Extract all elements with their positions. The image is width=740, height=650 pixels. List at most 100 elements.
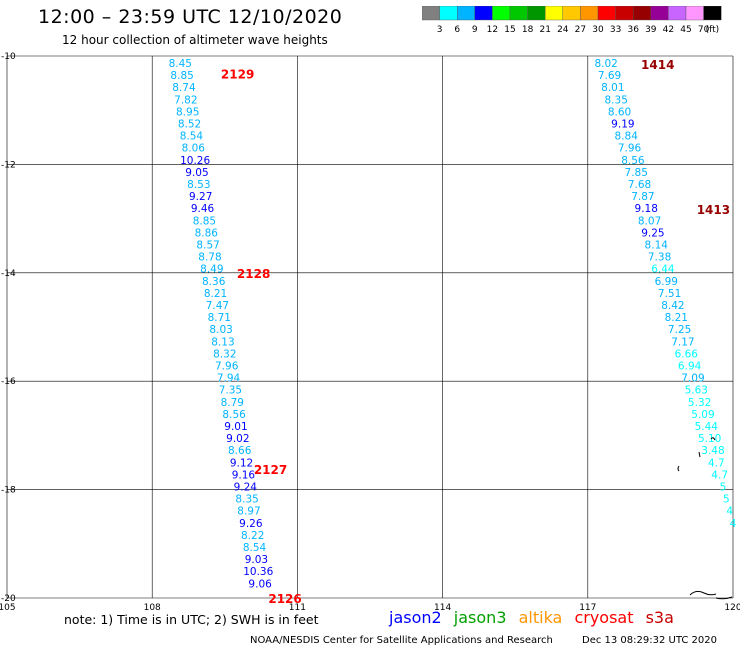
swh-value-label: 5: [723, 494, 730, 506]
swh-value-label: 8.21: [204, 288, 227, 300]
swh-value-label: 8.06: [182, 143, 206, 155]
swh-value-label: 9.27: [189, 191, 212, 203]
swh-value-label: 9.25: [641, 227, 664, 239]
swh-value-label: 8.85: [170, 70, 193, 82]
colorbar-tick-label: 15: [504, 25, 515, 35]
x-tick-label: 114: [434, 603, 451, 613]
swh-value-label: 7.96: [215, 361, 239, 373]
swh-value-label: 4: [730, 518, 737, 530]
swh-value-label: 9.03: [245, 554, 268, 566]
swh-value-label: 4.7: [708, 457, 725, 469]
swh-value-label: 6.44: [651, 264, 675, 276]
swh-value-label: 6.99: [655, 276, 678, 288]
time-label: 1413: [697, 203, 730, 217]
swh-value-label: 9.26: [239, 518, 263, 530]
swh-value-label: 8.35: [605, 94, 628, 106]
x-tick-label: 111: [289, 603, 306, 613]
swh-value-label: 5.09: [691, 409, 714, 421]
swh-value-label: 8.02: [594, 58, 617, 70]
swh-value-label: 8.13: [211, 336, 234, 348]
swh-value-label: 7.82: [174, 94, 197, 106]
swh-value-label: 8.56: [222, 409, 246, 421]
coastline: [677, 465, 680, 472]
coastline: [698, 451, 701, 458]
swh-value-label: 8.21: [665, 312, 688, 324]
colorbar-tick-label: 33: [610, 25, 621, 35]
y-tick-label: -14: [1, 269, 16, 279]
swh-value-label: 5.63: [685, 385, 708, 397]
swh-value-label: 6.94: [678, 361, 702, 373]
x-tick-label: 117: [579, 603, 596, 613]
swh-value-label: 5.44: [695, 421, 719, 433]
swh-value-label: 8.45: [169, 58, 192, 70]
swh-value-label: 5.32: [688, 397, 711, 409]
footer-note: note: 1) Time is in UTC; 2) SWH is in fe…: [64, 612, 319, 627]
swh-value-label: 8.14: [645, 240, 669, 252]
swh-value-label: 8.86: [195, 227, 219, 239]
swh-value-label: 10.36: [243, 566, 273, 578]
swh-value-label: 8.54: [180, 131, 204, 143]
x-tick-label: 108: [144, 603, 161, 613]
swh-value-label: 9.06: [248, 578, 272, 590]
swh-value-label: 3.48: [701, 445, 724, 457]
swh-value-label: 7.87: [631, 191, 654, 203]
swh-value-label: 8.53: [187, 179, 210, 191]
swh-value-label: 7.35: [219, 385, 242, 397]
swh-value-label: 9.16: [232, 469, 256, 481]
colorbar-tick-label: 27: [575, 25, 586, 35]
swh-value-label: 9.02: [226, 433, 249, 445]
swh-value-label: 8.52: [178, 119, 201, 131]
swh-value-label: 9.24: [234, 482, 258, 494]
x-tick-label: 105: [0, 603, 16, 613]
swh-value-label: 9.01: [224, 421, 247, 433]
time-label: 2126: [268, 592, 301, 606]
time-label: 2129: [221, 67, 254, 81]
colorbar-tick-label: 36: [627, 25, 639, 35]
swh-value-label: 7.96: [618, 143, 642, 155]
legend-s3a: s3a: [645, 608, 674, 627]
coastline: [689, 590, 733, 600]
x-tick-label: 120: [724, 603, 740, 613]
colorbar-tick-label: 70: [698, 25, 710, 35]
satellite-legend: jason2 jason3 altika cryosat s3a: [389, 608, 681, 627]
swh-value-label: 9.05: [185, 167, 208, 179]
swh-value-label: 8.22: [241, 530, 264, 542]
swh-value-label: 8.66: [228, 445, 252, 457]
colorbar-tick-label: 30: [592, 25, 604, 35]
swh-value-label: 8.42: [661, 300, 684, 312]
footer-timestamp: Dec 13 08:29:32 UTC 2020: [582, 635, 717, 646]
swh-value-label: 8.07: [638, 215, 661, 227]
swh-value-label: 7.51: [658, 288, 681, 300]
colorbar-unit: (ft): [706, 25, 720, 35]
colorbar-tick-label: 45: [680, 25, 691, 35]
time-label: 2128: [237, 267, 270, 281]
swh-value-label: 8.74: [172, 82, 196, 94]
swh-value-label: 9.19: [611, 119, 634, 131]
colorbar-tick-label: 21: [539, 25, 550, 35]
swh-value-label: 7.25: [668, 324, 691, 336]
swh-value-label: 8.49: [200, 264, 223, 276]
colorbar-tick-label: 6: [454, 25, 460, 35]
swh-value-label: 8.78: [198, 252, 221, 264]
swh-value-label: 4: [726, 506, 733, 518]
swh-value-label: 8.32: [213, 348, 236, 360]
chart-title: 12:00 – 23:59 UTC 12/10/2020: [38, 6, 343, 28]
swh-value-label: 8.03: [209, 324, 232, 336]
swh-value-label: 7.38: [648, 252, 671, 264]
swh-value-label: 8.79: [221, 397, 244, 409]
colorbar-tick-label: 12: [487, 25, 498, 35]
swh-value-label: 8.01: [601, 82, 624, 94]
swh-value-label: 8.97: [237, 506, 260, 518]
swh-value-label: 8.71: [208, 312, 231, 324]
swh-value-label: 8.57: [196, 240, 219, 252]
swh-value-label: 7.47: [206, 300, 229, 312]
swh-value-label: 8.54: [243, 542, 267, 554]
time-label: 2127: [254, 463, 287, 477]
chart-subtitle: 12 hour collection of altimeter wave hei…: [62, 33, 328, 47]
swh-value-label: 8.36: [202, 276, 226, 288]
swh-value-label: 9.46: [191, 203, 215, 215]
legend-jason2: jason2: [389, 608, 442, 627]
swh-value-label: 9.12: [230, 457, 253, 469]
swh-value-label: 4.7: [711, 469, 728, 481]
